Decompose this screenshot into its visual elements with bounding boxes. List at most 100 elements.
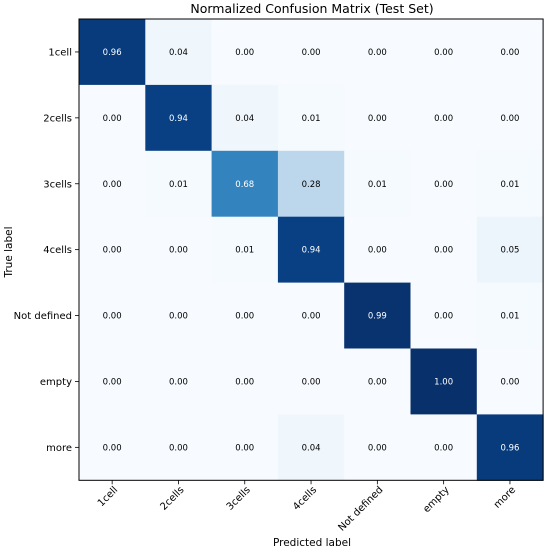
heatmap-cell-value: 0.28 <box>302 180 321 190</box>
x-tick-label: 3cells <box>225 485 253 513</box>
heatmap-cell-value: 0.00 <box>368 246 387 256</box>
heatmap-cell-value: 0.00 <box>169 443 188 453</box>
x-tick-label: more <box>492 485 518 511</box>
heatmap-cell-value: 0.96 <box>103 48 122 58</box>
heatmap-cell <box>476 282 544 349</box>
y-tick-label: empty <box>40 377 72 388</box>
heatmap-cell-value: 0.00 <box>368 114 387 124</box>
heatmap-cell-value: 0.00 <box>500 114 519 124</box>
heatmap-cell-value: 0.00 <box>434 443 453 453</box>
heatmap-cell-value: 0.00 <box>302 48 321 58</box>
heatmap-cell-value: 0.01 <box>500 312 519 322</box>
heatmap-cell <box>344 414 411 481</box>
x-tick-label: 2cells <box>158 485 186 513</box>
heatmap-cell <box>79 150 146 218</box>
y-tick-label: 2cells <box>43 113 72 124</box>
heatmap-cell <box>211 414 279 481</box>
heatmap-cell <box>79 414 146 481</box>
heatmap-cell-value: 0.94 <box>169 114 188 124</box>
heatmap-cell <box>410 19 478 86</box>
heatmap-cell-value: 0.04 <box>169 48 188 58</box>
heatmap-cell <box>277 19 345 86</box>
heatmap-cell <box>145 282 213 349</box>
heatmap-cell-value: 0.00 <box>434 114 453 124</box>
heatmap-cell <box>476 348 544 415</box>
heatmap-cell-value: 0.94 <box>302 246 321 256</box>
y-axis-label: True label <box>3 226 15 278</box>
y-tick-label: 4cells <box>43 245 72 256</box>
y-tick-label: Not defined <box>14 311 72 322</box>
heatmap-cell <box>145 348 213 415</box>
heatmap-cell-value: 0.00 <box>103 114 122 124</box>
heatmap-cell-value: 0.00 <box>434 312 453 322</box>
heatmap-cell-value: 0.01 <box>302 114 321 124</box>
x-tick-label: 1cell <box>96 485 120 509</box>
heatmap-cell <box>145 84 213 152</box>
heatmap-cell-value: 0.99 <box>368 312 387 322</box>
heatmap-cell <box>476 19 544 86</box>
heatmap-cell-value: 0.68 <box>235 180 254 190</box>
heatmap-cell <box>344 282 411 349</box>
heatmap-cells <box>79 19 544 481</box>
heatmap-cell-value: 0.00 <box>368 377 387 387</box>
heatmap-cell <box>410 282 478 349</box>
heatmap-cell-labels: 0.96 0.04 0.00 0.00 0.00 0.00 0.00 0.00 0.94 0.04… <box>103 48 520 453</box>
chart-title: Normalized Confusion Matrix (Test Set) <box>190 1 433 16</box>
heatmap-cell <box>145 150 213 218</box>
heatmap-cell <box>79 216 146 284</box>
heatmap-cell <box>145 216 213 284</box>
heatmap-cell-value: 0.00 <box>500 377 519 387</box>
heatmap-cell <box>344 150 411 218</box>
x-tick-label: empty <box>421 485 452 516</box>
heatmap-cell <box>476 414 544 481</box>
heatmap-cell <box>211 348 279 415</box>
heatmap-cell <box>211 84 279 152</box>
heatmap-cell-value: 0.00 <box>302 377 321 387</box>
heatmap-cell <box>79 19 146 86</box>
heatmap-cell <box>410 414 478 481</box>
heatmap-cell-value: 0.00 <box>368 443 387 453</box>
y-axis-ticks: 1cell 2cells 3cells 4cells Not defined empty m… <box>14 47 79 454</box>
heatmap-cell-value: 0.00 <box>103 180 122 190</box>
heatmap-cell <box>410 150 478 218</box>
heatmap-cell <box>145 414 213 481</box>
heatmap-cell-value: 0.00 <box>169 312 188 322</box>
heatmap-cell-value: 0.00 <box>434 180 453 190</box>
heatmap-cell-value: 0.00 <box>103 246 122 256</box>
heatmap-cell-value: 0.00 <box>235 48 254 58</box>
x-tick-label: Not defined <box>336 485 385 534</box>
heatmap-cell <box>277 216 345 284</box>
heatmap-cell <box>277 414 345 481</box>
heatmap-cell <box>211 216 279 284</box>
heatmap-cell-value: 0.00 <box>500 48 519 58</box>
heatmap-cell <box>344 216 411 284</box>
heatmap-cell <box>344 348 411 415</box>
x-axis-ticks: 1cell 2cells 3cells 4cells Not defined empty m… <box>96 480 518 534</box>
heatmap-cell <box>211 150 279 218</box>
heatmap-cell <box>79 84 146 152</box>
heatmap-cell-value: 0.00 <box>235 443 254 453</box>
heatmap-cell-value: 0.05 <box>500 246 519 256</box>
heatmap-cell-value: 0.00 <box>103 377 122 387</box>
heatmap-cell-value: 0.01 <box>500 180 519 190</box>
heatmap-cell-value: 0.00 <box>103 312 122 322</box>
heatmap-cell <box>211 19 279 86</box>
y-tick-label: 3cells <box>43 179 72 190</box>
heatmap-cell <box>79 282 146 349</box>
heatmap-cell-value: 0.00 <box>434 48 453 58</box>
heatmap-cell <box>410 216 478 284</box>
heatmap-cell <box>277 150 345 218</box>
heatmap-cell <box>211 282 279 349</box>
heatmap-cell-value: 0.04 <box>235 114 254 124</box>
y-tick-label: more <box>46 443 72 454</box>
heatmap-cell-value: 0.04 <box>302 443 321 453</box>
heatmap-cell-value: 0.00 <box>169 377 188 387</box>
y-tick-label: 1cell <box>48 47 72 58</box>
heatmap-cell-value: 0.96 <box>500 443 519 453</box>
heatmap-cell <box>277 348 345 415</box>
heatmap-cell <box>410 84 478 152</box>
heatmap-cell <box>79 348 146 415</box>
heatmap-cell <box>344 19 411 86</box>
x-axis-label: Predicted label <box>273 537 351 549</box>
heatmap-cell <box>277 282 345 349</box>
